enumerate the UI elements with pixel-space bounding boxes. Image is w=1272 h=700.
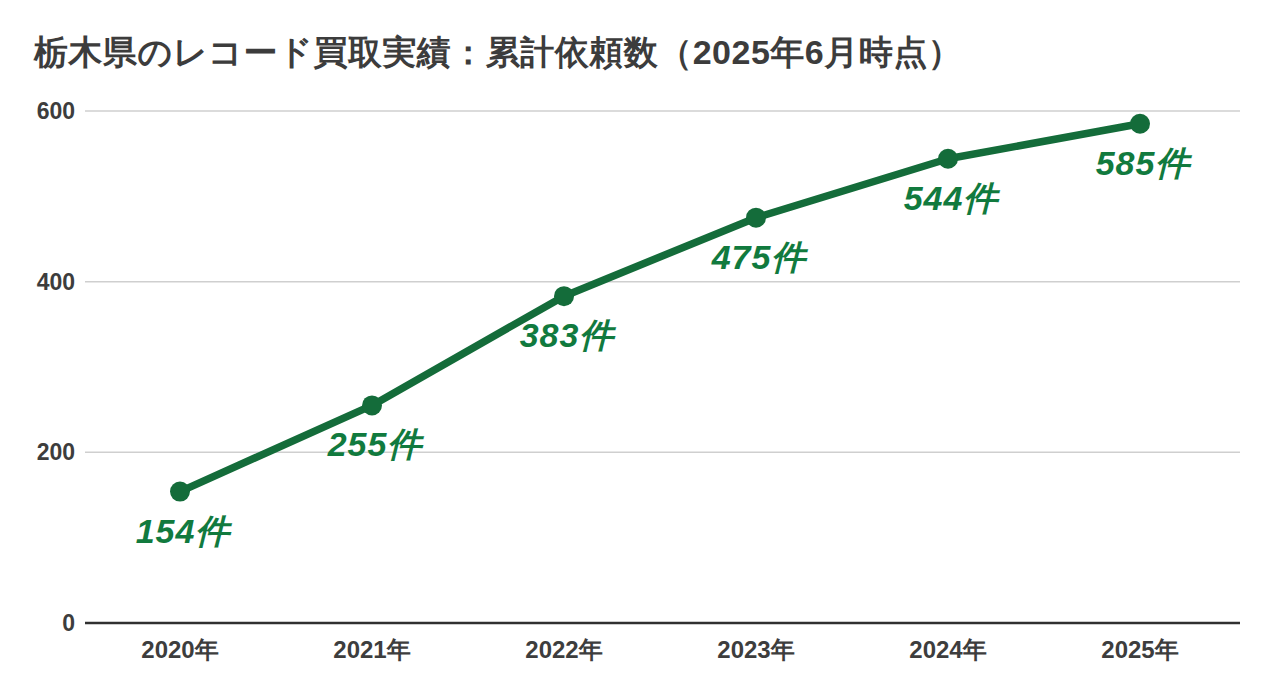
x-axis-tick-label: 2020年	[100, 637, 260, 663]
data-point	[554, 286, 574, 306]
data-point-label: 585件	[1096, 141, 1191, 187]
x-axis-tick-label: 2024年	[868, 637, 1028, 663]
data-point	[938, 149, 958, 169]
data-point-label: 475件	[712, 235, 807, 281]
data-point	[362, 395, 382, 415]
data-point-label: 255件	[328, 422, 423, 468]
y-axis-tick-label: 400	[0, 270, 75, 294]
data-point-label: 383件	[520, 313, 615, 359]
data-point	[1130, 114, 1150, 134]
y-axis-tick-label: 200	[0, 440, 75, 464]
data-point	[170, 482, 190, 502]
x-axis-tick-label: 2021年	[292, 637, 452, 663]
y-axis-tick-label: 600	[0, 99, 75, 123]
data-point	[746, 208, 766, 228]
x-axis-tick-label: 2022年	[484, 637, 644, 663]
plot-area	[0, 0, 1272, 700]
x-axis-tick-label: 2025年	[1060, 637, 1220, 663]
y-axis-tick-label: 0	[0, 611, 75, 635]
cumulative-requests-line-chart: 栃木県のレコード買取実績：累計依頼数（2025年6月時点） 0200400600…	[0, 0, 1272, 700]
data-point-label: 154件	[136, 509, 231, 555]
data-point-label: 544件	[904, 176, 999, 222]
x-axis-tick-label: 2023年	[676, 637, 836, 663]
